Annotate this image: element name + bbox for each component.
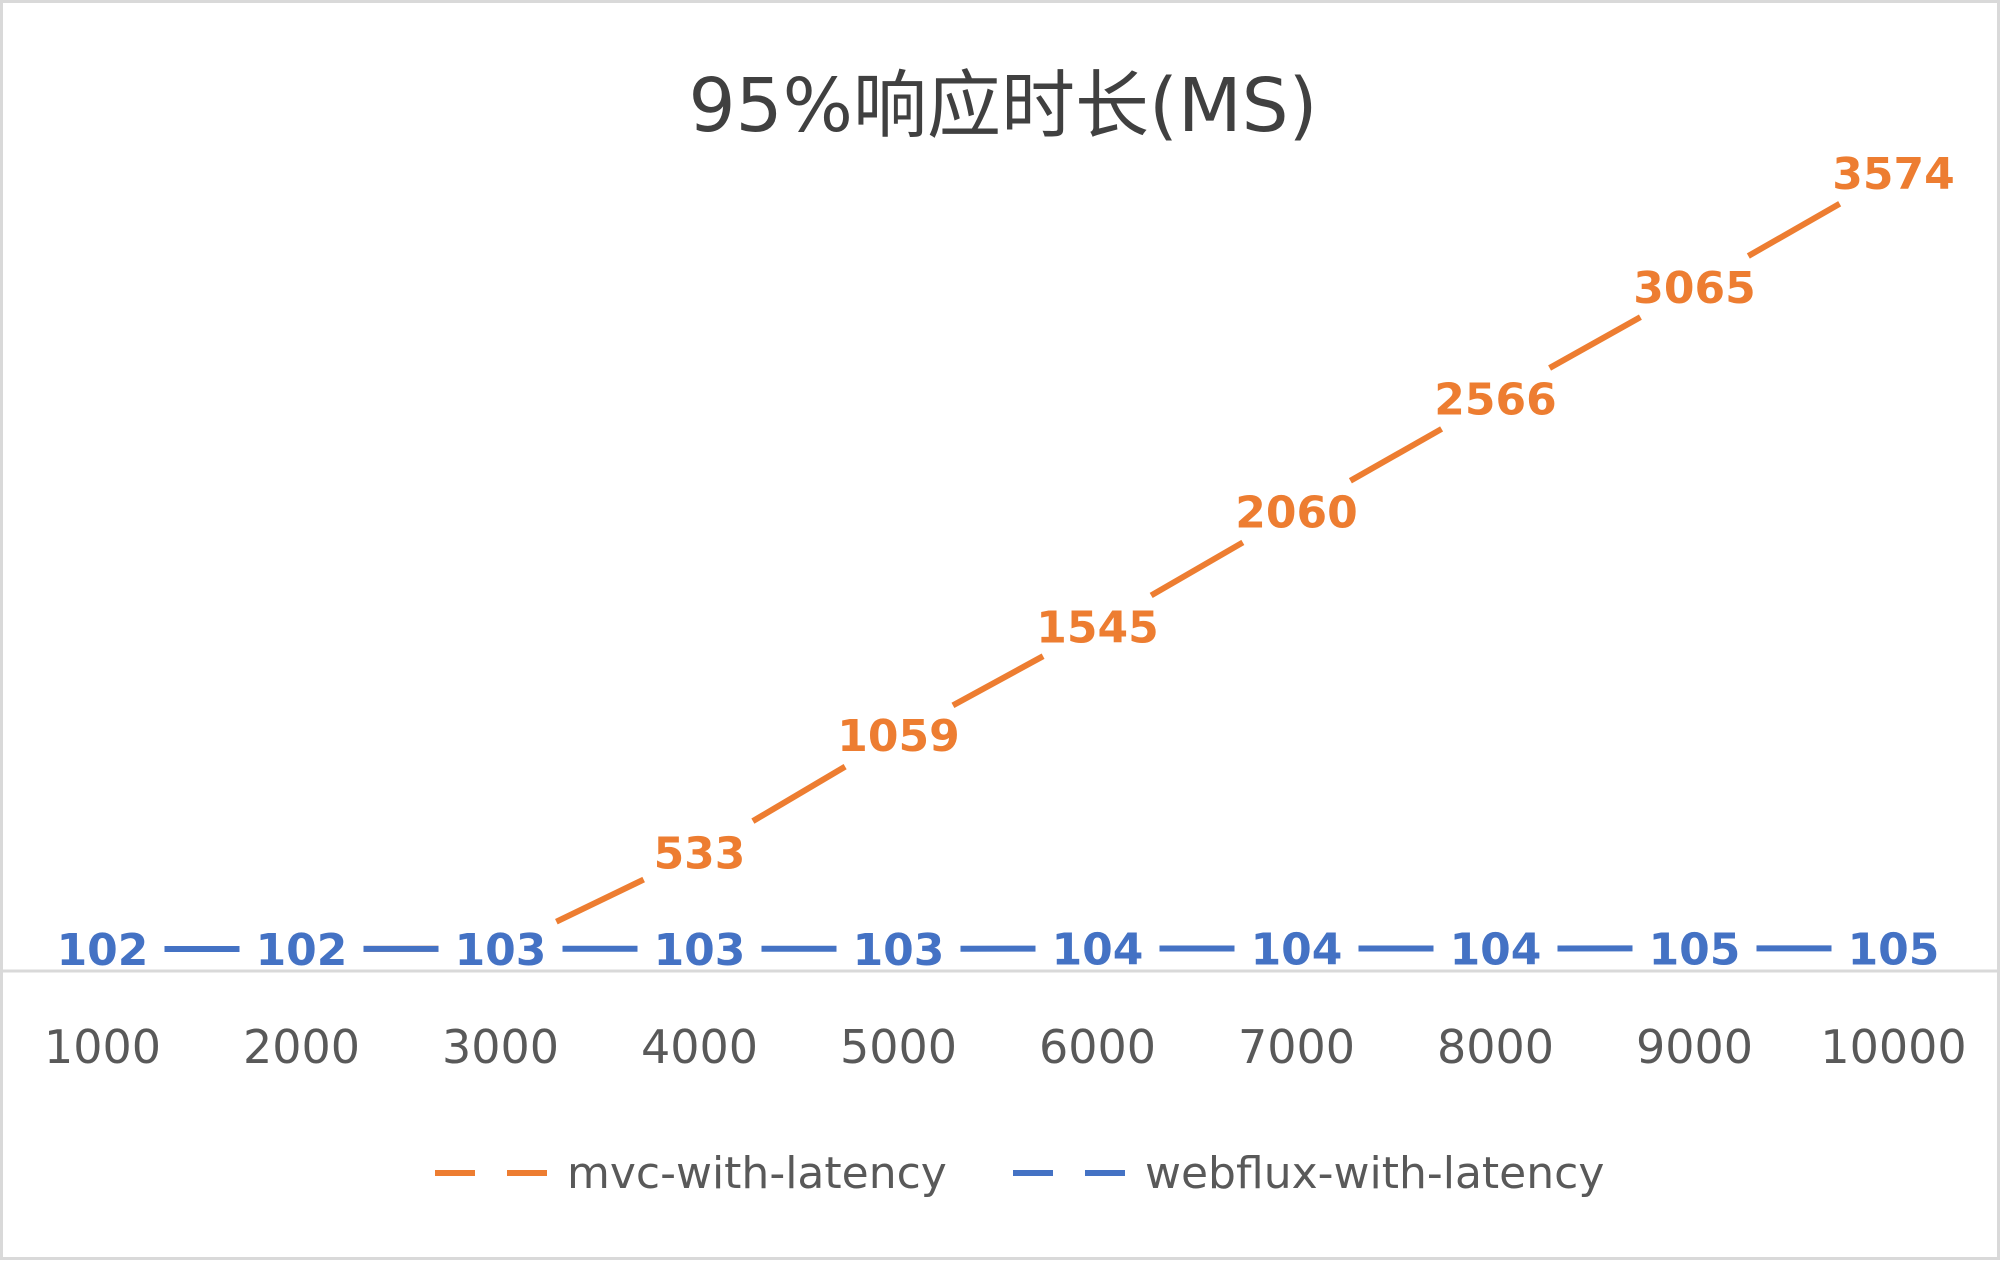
series-segment-mvc (1550, 317, 1641, 368)
series-segment-mvc (953, 656, 1043, 705)
data-label-mvc: 1059 (837, 711, 959, 762)
data-label-webflux: 104 (1052, 925, 1144, 976)
data-label-webflux: 103 (455, 925, 547, 976)
series-segment-mvc (1748, 204, 1839, 256)
data-label-mvc: 3574 (1832, 149, 1954, 200)
data-label-webflux: 104 (1251, 925, 1343, 976)
chart-title: 95%响应时长(MS) (688, 63, 1317, 149)
data-labels: 533 1059 1545 2060 2566 3065 3574 102 102 103 103 1… (57, 149, 1955, 976)
data-label-webflux: 105 (1649, 924, 1741, 975)
x-tick-label: 7000 (1238, 1020, 1355, 1074)
x-axis: 1000 2000 3000 4000 5000 6000 7000 8000 9000 1000… (3, 971, 2000, 1074)
x-tick-label: 5000 (840, 1020, 957, 1074)
series-segment-mvc (1350, 429, 1441, 481)
legend-label: webflux-with-latency (1145, 1148, 1604, 1199)
legend: mvc-with-latency webflux-with-latency (435, 1148, 1604, 1199)
data-label-webflux: 102 (256, 925, 348, 976)
x-tick-label: 10000 (1820, 1020, 1966, 1074)
x-tick-label: 1000 (44, 1020, 161, 1074)
x-tick-label: 9000 (1636, 1020, 1753, 1074)
data-label-mvc: 1545 (1036, 602, 1158, 653)
series-segment-mvc (556, 880, 643, 922)
data-label-webflux: 104 (1450, 925, 1542, 976)
x-tick-label: 4000 (641, 1020, 758, 1074)
x-tick-label: 6000 (1039, 1020, 1156, 1074)
data-label-mvc: 3065 (1633, 263, 1755, 314)
x-tick-label: 8000 (1437, 1020, 1554, 1074)
series-lines (165, 204, 1840, 949)
data-label-webflux: 102 (57, 925, 149, 976)
data-label-mvc: 2566 (1434, 374, 1556, 425)
x-tick-label: 2000 (243, 1020, 360, 1074)
x-tick-label: 3000 (442, 1020, 559, 1074)
data-label-webflux: 103 (853, 925, 945, 976)
data-label-webflux: 105 (1848, 924, 1940, 975)
series-segment-mvc (1151, 542, 1243, 595)
series-segment-mvc (753, 767, 845, 821)
data-label-mvc: 533 (654, 829, 746, 880)
legend-label: mvc-with-latency (567, 1148, 947, 1199)
data-label-mvc: 2060 (1235, 487, 1357, 538)
data-label-webflux: 103 (654, 925, 746, 976)
line-chart: 95%响应时长(MS) 1000 2000 3000 4000 5000 6000 7000… (3, 3, 2000, 1263)
